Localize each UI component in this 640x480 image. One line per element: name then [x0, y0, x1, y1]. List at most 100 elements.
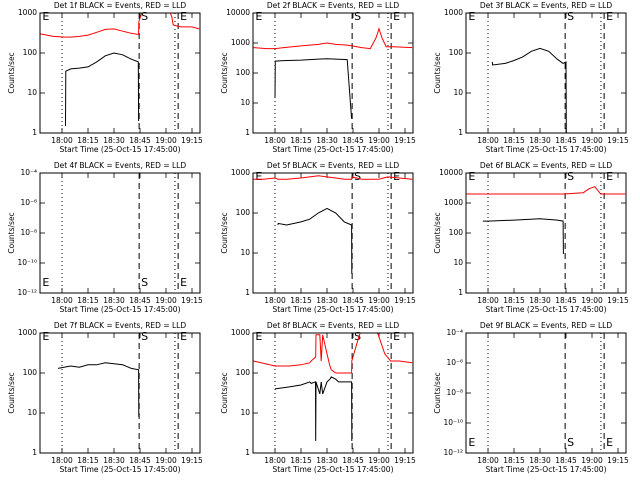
y-tick-label: 10: [240, 408, 250, 417]
marker-label: S: [567, 436, 574, 449]
marker-label: E: [180, 10, 187, 23]
x-tick-label: 19:15: [607, 136, 629, 145]
y-axis-label: Counts/sec: [433, 372, 442, 413]
x-tick-label: 19:00: [155, 456, 177, 465]
y-tick-label: 1: [245, 448, 250, 457]
marker-label: E: [255, 10, 262, 23]
y-tick-label: 1: [32, 128, 37, 137]
plot-frame: [252, 12, 414, 134]
panel-title: Det 4f BLACK = Events, RED = LLD: [54, 161, 187, 170]
y-axis-label: Counts/sec: [220, 212, 229, 253]
y-tick-label: 10: [453, 88, 463, 97]
x-tick-label: 18:00: [51, 296, 73, 305]
x-tick-label: 19:00: [155, 296, 177, 305]
x-tick-label: 18:00: [264, 296, 286, 305]
x-tick-label: 18:00: [477, 296, 499, 305]
x-tick-label: 18:45: [555, 136, 577, 145]
marker-label: S: [141, 276, 148, 289]
y-tick-label: 100: [23, 48, 38, 57]
x-tick-label: 18:30: [529, 296, 551, 305]
x-tick-label: 18:00: [477, 136, 499, 145]
x-tick-label: 18:15: [503, 136, 525, 145]
y-tick-label: 10⁻⁶: [20, 198, 37, 207]
x-tick-label: 19:15: [181, 136, 203, 145]
panel: Det 2f BLACK = Events, RED = LLD Start Ti…: [220, 1, 416, 154]
x-tick-label: 19:00: [155, 136, 177, 145]
data-line: [253, 27, 413, 50]
x-tick-label: 19:15: [607, 456, 629, 465]
x-tick-label: 19:15: [181, 296, 203, 305]
marker-label: E: [180, 276, 187, 289]
y-tick-label: 1: [32, 448, 37, 457]
y-axis-label: Counts/sec: [220, 372, 229, 413]
y-tick-label: 1000: [444, 8, 463, 17]
x-tick-label: 19:00: [368, 136, 390, 145]
data-line: [277, 207, 353, 274]
x-tick-label: 18:00: [264, 456, 286, 465]
y-tick-label: 100: [236, 208, 251, 217]
y-tick-label: 1000: [18, 328, 37, 337]
x-axis-label: Start Time (25-Oct-15 17:45:00): [272, 145, 393, 154]
y-tick-label: 1000: [18, 8, 37, 17]
panel-title: Det 3f BLACK = Events, RED = LLD: [480, 1, 613, 10]
y-tick-label: 1000: [444, 198, 463, 207]
x-tick-label: 18:15: [503, 296, 525, 305]
x-tick-label: 19:15: [181, 456, 203, 465]
data-line: [40, 13, 200, 38]
marker-label: E: [468, 170, 475, 183]
y-tick-label: 10⁻⁸: [20, 228, 37, 237]
y-tick-label: 10000: [439, 168, 463, 177]
y-tick-label: 1: [458, 128, 463, 137]
x-tick-label: 18:45: [129, 456, 151, 465]
panel: Det 4f BLACK = Events, RED = LLD Start Ti…: [7, 161, 203, 314]
panel: Det 7f BLACK = Events, RED = LLD Start Ti…: [7, 321, 203, 474]
marker-label: S: [141, 330, 148, 343]
data-line: [65, 52, 140, 127]
marker-label: E: [42, 330, 49, 343]
y-tick-label: 10⁻¹⁰: [443, 418, 463, 427]
y-tick-label: 1: [245, 288, 250, 297]
x-tick-label: 18:15: [77, 136, 99, 145]
panel: Det 3f BLACK = Events, RED = LLD Start Ti…: [433, 1, 629, 154]
marker-label: E: [393, 10, 400, 23]
marker-label: E: [393, 170, 400, 183]
x-axis-label: Start Time (25-Oct-15 17:45:00): [485, 305, 606, 314]
marker-label: E: [180, 330, 187, 343]
x-axis-label: Start Time (25-Oct-15 17:45:00): [485, 145, 606, 154]
panel-title: Det 5f BLACK = Events, RED = LLD: [267, 161, 400, 170]
y-tick-label: 1: [458, 288, 463, 297]
panel-title: Det 6f BLACK = Events, RED = LLD: [480, 161, 613, 170]
y-tick-label: 10⁻¹²: [443, 448, 463, 457]
y-tick-label: 10⁻⁴: [446, 328, 463, 337]
x-tick-label: 18:15: [290, 136, 312, 145]
y-tick-label: 10: [27, 408, 37, 417]
y-tick-label: 10: [240, 98, 250, 107]
data-line: [482, 218, 564, 255]
x-tick-label: 18:30: [103, 136, 125, 145]
panel-title: Det 1f BLACK = Events, RED = LLD: [54, 1, 187, 10]
x-tick-label: 18:45: [555, 456, 577, 465]
marker-label: E: [468, 10, 475, 23]
marker-label: E: [606, 436, 613, 449]
marker-label: E: [255, 170, 262, 183]
marker-label: S: [567, 170, 574, 183]
y-tick-label: 1000: [231, 38, 250, 47]
x-tick-label: 19:15: [394, 456, 416, 465]
marker-label: E: [468, 436, 475, 449]
y-axis-label: Counts/sec: [220, 52, 229, 93]
x-tick-label: 18:30: [316, 296, 338, 305]
x-tick-label: 18:15: [290, 456, 312, 465]
panel: Det 9f BLACK = Events, RED = LLD Start Ti…: [433, 321, 629, 474]
y-tick-label: 1: [245, 128, 250, 137]
x-axis-label: Start Time (25-Oct-15 17:45:00): [272, 305, 393, 314]
marker-label: S: [141, 10, 148, 23]
y-axis-label: Counts/sec: [7, 52, 16, 93]
data-line: [253, 333, 413, 374]
x-tick-label: 19:00: [581, 456, 603, 465]
panel: Det 8f BLACK = Events, RED = LLD Start Ti…: [220, 321, 416, 474]
y-tick-label: 10: [240, 248, 250, 257]
x-tick-label: 18:15: [503, 456, 525, 465]
x-tick-label: 19:15: [394, 136, 416, 145]
x-tick-label: 18:30: [103, 456, 125, 465]
marker-label: S: [354, 10, 361, 23]
